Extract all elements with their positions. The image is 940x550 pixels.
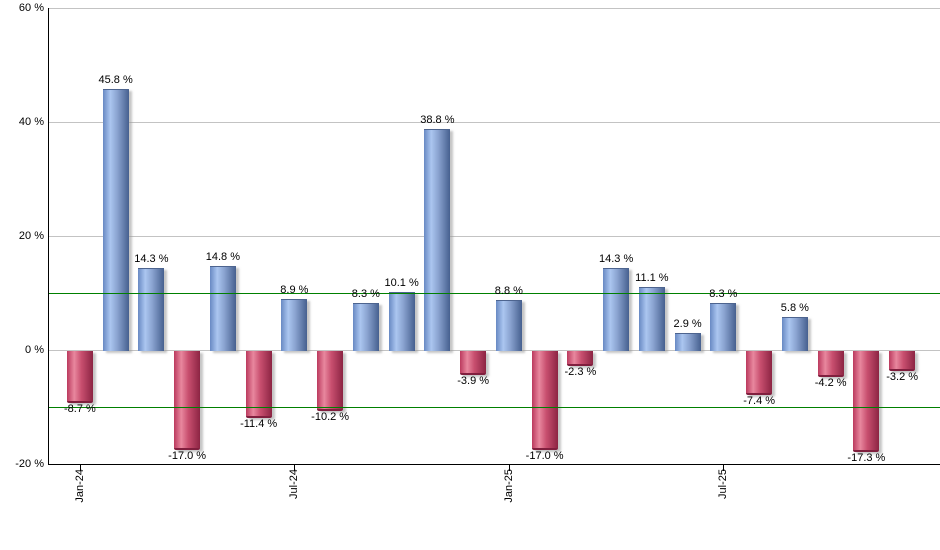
bar-value-label: -2.3 % [564, 366, 597, 379]
bar-value-label: -4.2 % [814, 376, 847, 389]
reference-line [48, 407, 940, 408]
bar-value-label: 14.3 % [134, 253, 169, 266]
bar-positive [352, 302, 379, 351]
bar-positive [781, 316, 808, 351]
bar-positive [281, 299, 308, 351]
bar-value-label: -7.4 % [743, 395, 776, 408]
x-axis-tick [723, 464, 725, 471]
bar-negative [853, 351, 880, 452]
bar-positive [674, 333, 701, 351]
bar-value-label: 8.9 % [280, 284, 309, 297]
bar-negative [817, 351, 844, 377]
bar-negative [174, 351, 201, 450]
bar-positive [424, 128, 451, 351]
x-axis-line [48, 464, 940, 465]
bar-negative [531, 351, 558, 450]
bar-value-label: -3.9 % [457, 375, 490, 388]
y-axis-tick-label: -20 % [15, 458, 44, 470]
bar-value-label: -10.2 % [311, 411, 350, 424]
bar-positive [388, 292, 415, 351]
reference-line [48, 293, 940, 294]
bar-positive [138, 268, 165, 351]
bar-value-label: 8.3 % [709, 287, 738, 300]
bar-positive [495, 299, 522, 351]
bar-value-label: -17.0 % [525, 449, 564, 462]
x-axis-tick [508, 464, 510, 471]
bar-value-label: 38.8 % [420, 113, 455, 126]
h-gridline [48, 122, 940, 123]
x-axis-tick-label: Jan-25 [502, 469, 515, 503]
bar-value-label: -3.2 % [886, 371, 919, 384]
x-axis-tick [294, 464, 296, 471]
bar-negative [567, 351, 594, 367]
bar-positive [102, 88, 129, 351]
bar-negative [245, 351, 272, 418]
x-axis-tick [79, 464, 81, 471]
bar-negative [66, 351, 93, 403]
y-axis-tick-label: 40 % [18, 116, 44, 128]
bar-positive [710, 302, 737, 351]
h-gridline [48, 236, 940, 237]
bar-value-label: 8.3 % [351, 287, 380, 300]
bar-value-label: -11.4 % [240, 417, 278, 430]
y-axis-tick-label: 20 % [18, 230, 44, 242]
bar-value-label: 8.8 % [494, 284, 523, 297]
bar-negative [460, 351, 487, 376]
bar-value-label: 10.1 % [384, 277, 419, 290]
bar-value-label: 14.3 % [599, 253, 634, 266]
bar-positive [209, 265, 236, 351]
x-axis-tick-label: Jan-24 [73, 469, 86, 503]
bar-negative [889, 351, 916, 372]
bar-value-label: -17.0 % [168, 449, 207, 462]
bar-value-label: 11.1 % [635, 271, 669, 284]
bar-value-label: 45.8 % [98, 73, 133, 86]
bar-value-label: 14.8 % [205, 250, 240, 263]
y-axis-tick-label: 60 % [18, 2, 44, 14]
bar-value-label: -17.3 % [847, 451, 886, 464]
bar-positive [603, 268, 630, 351]
y-axis-line [48, 8, 49, 465]
bar-value-label: -8.7 % [63, 402, 96, 415]
x-axis-tick-label: Jul-24 [288, 469, 301, 499]
bar-negative [746, 351, 773, 396]
y-axis-tick-label: 0 % [25, 344, 44, 356]
h-gridline [48, 8, 940, 9]
x-axis-tick-label: Jul-25 [717, 469, 730, 499]
bar-value-label: 5.8 % [780, 301, 809, 314]
bar-value-label: 2.9 % [673, 318, 702, 331]
bar-positive [638, 286, 665, 351]
plot-area: -8.7 % 45.8 % 14.3 % -17.0 % 14.8 % -11.4 % 8.… [48, 8, 940, 465]
bar-negative [317, 351, 344, 412]
h-gridline [48, 350, 940, 351]
